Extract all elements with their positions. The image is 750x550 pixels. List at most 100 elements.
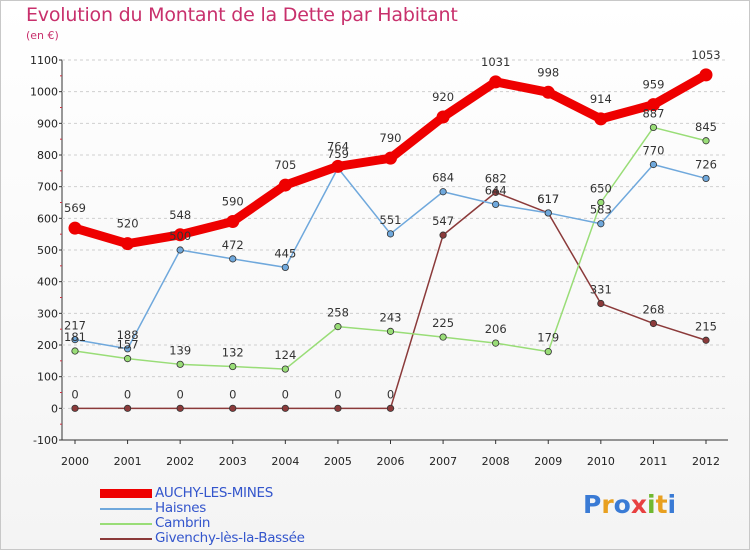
data-label: 759 [327, 147, 349, 161]
data-label: 0 [229, 387, 236, 401]
data-point [278, 178, 292, 192]
data-label: 520 [117, 217, 139, 231]
x-tick-label: 2007 [429, 455, 457, 468]
data-label: 188 [117, 328, 139, 342]
data-point [334, 323, 342, 331]
data-label: 0 [387, 387, 394, 401]
x-tick-label: 2006 [377, 455, 405, 468]
legend-swatch-givenchy [100, 537, 152, 540]
x-tick-label: 2005 [324, 455, 352, 468]
data-point [68, 221, 82, 235]
data-label: 500 [169, 229, 191, 243]
x-tick-label: 2008 [482, 455, 510, 468]
legend-swatch-cambrin [100, 522, 152, 525]
y-tick-label: 300 [37, 307, 58, 320]
data-label: 920 [432, 90, 454, 104]
data-point [229, 255, 237, 263]
data-label: 243 [380, 310, 402, 324]
legend-item-haisnes: Haisnes [100, 501, 305, 516]
y-tick-label: 100 [37, 371, 58, 384]
data-point [597, 198, 605, 207]
data-point [121, 237, 135, 251]
data-label: 887 [642, 106, 664, 120]
legend-label-givenchy: Givenchy-lès-la-Bassée [155, 530, 305, 546]
data-point [229, 362, 237, 371]
x-tick-label: 2000 [61, 455, 89, 468]
y-tick-label: 500 [37, 244, 58, 257]
x-tick-label: 2002 [166, 455, 194, 468]
data-point [176, 360, 184, 368]
x-tick-label: 2009 [534, 455, 562, 468]
data-label: 139 [169, 343, 191, 357]
y-tick-label: 1000 [30, 86, 58, 99]
x-tick-label: 2012 [692, 455, 720, 468]
data-point [541, 85, 555, 99]
legend-swatch-haisnes [100, 507, 152, 510]
y-tick-label: 1100 [30, 54, 58, 67]
data-label: 0 [124, 387, 131, 401]
y-tick-label: 900 [37, 117, 58, 130]
y-tick-label: 400 [37, 276, 58, 289]
data-label: 684 [432, 171, 454, 185]
data-point [229, 404, 237, 412]
data-point [646, 98, 660, 112]
data-label: 0 [334, 387, 341, 401]
data-point [439, 333, 447, 341]
data-point [492, 188, 500, 196]
data-label: 617 [537, 192, 559, 206]
logo-letter: x [630, 490, 647, 519]
y-tick-label: 0 [51, 402, 58, 415]
data-label: 268 [642, 302, 664, 316]
data-point [439, 231, 447, 239]
logo-letter: o [613, 490, 631, 519]
data-label: 124 [274, 348, 296, 362]
data-label: 845 [695, 120, 717, 134]
data-label: 617 [537, 192, 559, 206]
data-label: 0 [71, 387, 78, 401]
legend-item-cambrin: Cambrin [100, 516, 305, 531]
legend-item-givenchy: Givenchy-lès-la-Bassée [100, 531, 305, 546]
data-point [226, 215, 240, 228]
data-label: 215 [695, 319, 717, 333]
chart-title: Evolution du Montant de la Dette par Hab… [26, 4, 458, 26]
x-tick-label: 2003 [219, 455, 247, 468]
x-tick-label: 2004 [271, 455, 299, 468]
data-point [439, 188, 447, 196]
data-label: 569 [64, 201, 86, 215]
data-label: 206 [485, 322, 507, 336]
data-label: 590 [222, 195, 244, 209]
data-label: 770 [642, 144, 664, 158]
data-label: 179 [537, 331, 559, 345]
logo-letter: i [667, 490, 677, 519]
x-tick-label: 2001 [114, 455, 142, 468]
data-point [281, 404, 289, 412]
data-label: 1031 [481, 55, 510, 69]
data-label: 650 [590, 182, 612, 196]
data-point [544, 209, 552, 217]
data-point [699, 68, 713, 82]
x-tick-label: 2010 [587, 455, 615, 468]
legend-label-cambrin: Cambrin [155, 515, 211, 531]
data-point [123, 345, 132, 353]
data-point [123, 355, 132, 363]
legend: AUCHY-LES-MINES Haisnes Cambrin Givenchy… [100, 486, 305, 546]
data-label: 998 [537, 65, 559, 79]
data-label: 959 [642, 78, 664, 92]
data-label: 181 [64, 330, 86, 344]
legend-item-auchy: AUCHY-LES-MINES [100, 486, 305, 501]
data-point [281, 365, 289, 373]
data-point [334, 404, 342, 412]
logo-letter: r [601, 490, 614, 519]
data-label: 1053 [691, 48, 720, 62]
data-point [71, 336, 79, 344]
data-point [176, 246, 184, 254]
data-point [597, 299, 605, 308]
data-point [331, 159, 345, 173]
data-point [702, 174, 710, 183]
data-label: 472 [222, 238, 244, 252]
logo-letter: P [583, 490, 602, 519]
data-label: 217 [64, 319, 86, 333]
data-label: 132 [222, 346, 244, 360]
data-label: 790 [380, 131, 402, 145]
data-point [384, 151, 397, 165]
